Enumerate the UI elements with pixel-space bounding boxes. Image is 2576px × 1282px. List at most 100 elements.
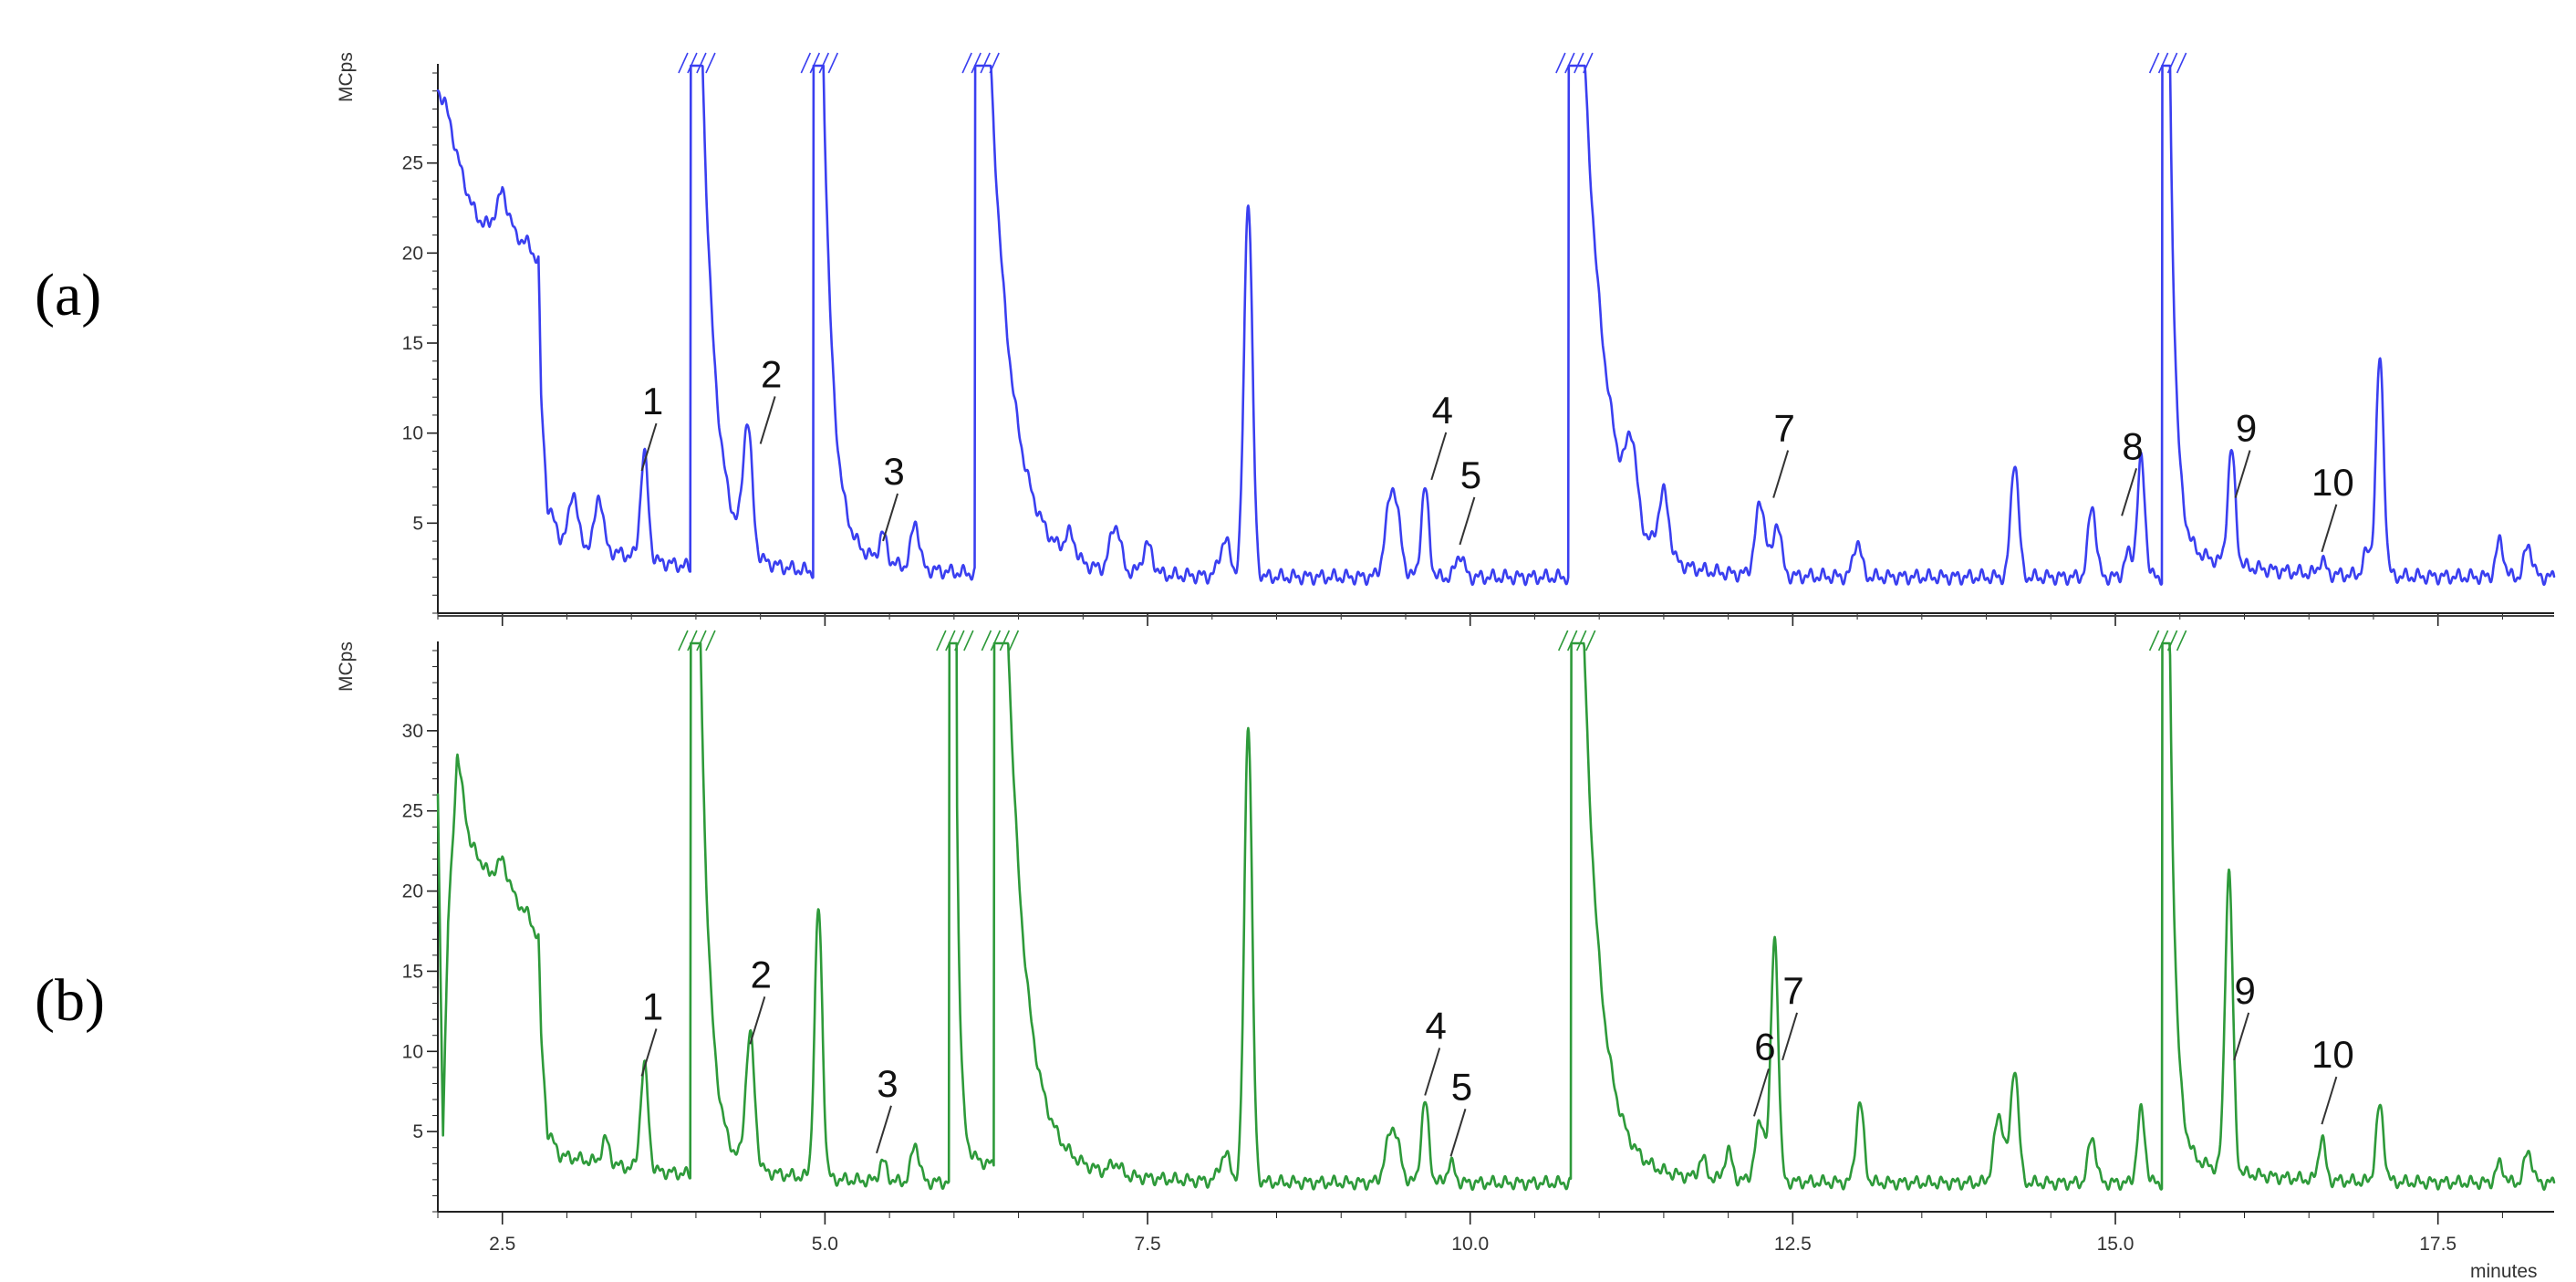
peak-leader-line [1430,432,1448,481]
peak-leader-line [2121,468,2138,516]
offscale-break-mark [945,630,956,651]
y-tick-label: 15 [402,333,423,354]
offscale-break-mark [936,630,947,651]
peak-label: 3 [877,1062,898,1105]
peak-label: 6 [1754,1025,1775,1068]
offscale-break-mark [696,52,707,74]
y-tick-label: 10 [402,1041,423,1062]
peak-label: 2 [751,953,772,995]
peak-leader-line [749,995,766,1045]
offscale-break-mark [961,52,972,74]
offscale-break-mark [705,630,716,651]
peak-label: 2 [761,352,782,395]
offscale-break-mark [687,630,698,651]
offscale-break-mark [999,630,1011,651]
peak-label: 8 [2122,424,2143,467]
offscale-break-mark [1574,52,1584,74]
peak-label: 5 [1460,453,1481,496]
offscale-break-mark [2166,52,2178,74]
peak-leader-line [640,422,658,472]
offscale-break-mark [2157,630,2169,651]
x-tick-label: 10.0 [1451,1234,1489,1255]
offscale-break-mark [981,630,992,651]
offscale-break-mark [990,630,1002,651]
y-tick-label: 5 [412,1121,423,1142]
peak-leader-line [1752,1068,1770,1117]
peak-label: 7 [1782,969,1803,1012]
offscale-break-mark [2166,630,2178,651]
peak-label: 3 [883,450,904,493]
offscale-break-mark [827,52,839,74]
peak-label: 5 [1451,1065,1472,1108]
offscale-break-mark [971,52,982,74]
offscale-break-mark [2148,52,2160,74]
offscale-break-mark [1566,630,1578,651]
offscale-break-mark [980,52,991,74]
peak-leader-line [1459,496,1476,546]
offscale-break-mark [687,52,698,74]
offscale-break-mark [2176,630,2187,651]
peak-label: 1 [642,985,663,1027]
offscale-break-mark [2176,52,2187,74]
y-tick-label: 5 [412,513,423,534]
y-tick-label: 20 [402,881,423,902]
x-tick-label: 17.5 [2419,1234,2457,1255]
offscale-break-mark [1008,630,1020,651]
x-tick-label: 7.5 [1134,1234,1160,1255]
peak-label: 4 [1426,1005,1447,1047]
offscale-break-mark [678,52,689,74]
x-tick-label: 5.0 [812,1234,838,1255]
peak-label: 10 [2311,461,2354,504]
peak-leader-line [1772,450,1790,498]
peak-leader-line [759,396,776,444]
peak-leader-line [876,1105,892,1154]
offscale-break-mark [2148,630,2160,651]
offscale-break-mark [1555,52,1566,74]
peak-leader-line [640,1028,658,1077]
peak-leader-line [1449,1108,1467,1157]
offscale-break-mark [696,630,707,651]
x-axis-unit: minutes [2470,1261,2538,1282]
panel-0-trace [436,64,2556,587]
peak-label: 4 [1432,389,1453,432]
peak-label: 9 [2234,969,2255,1012]
peak-leader-line [2233,1012,2250,1061]
offscale-break-mark [1583,52,1594,74]
peak-label: 1 [642,380,663,422]
y-tick-label: 30 [402,721,423,742]
peak-leader-line [882,493,899,542]
peak-leader-line [2321,1076,2338,1125]
offscale-break-mark [1584,630,1596,651]
x-tick-label: 2.5 [489,1234,515,1255]
y-tick-label: 10 [402,423,423,444]
panel-b-label: (b) [35,967,105,1034]
panel-b-y-unit: MCps [336,641,357,692]
y-tick-label: 25 [402,801,423,822]
panel-1-trace [436,641,2556,1192]
offscale-break-mark [678,630,689,651]
offscale-break-mark [963,630,974,651]
offscale-break-mark [1575,630,1587,651]
peak-leader-line [2321,504,2338,553]
offscale-break-mark [1564,52,1575,74]
y-tick-label: 25 [402,153,423,174]
y-tick-label: 15 [402,961,423,982]
offscale-break-mark [818,52,830,74]
x-tick-label: 12.5 [1774,1234,1812,1255]
y-tick-label: 20 [402,243,423,264]
peak-label: 10 [2311,1033,2354,1076]
peak-leader-line [1781,1012,1799,1061]
peak-leader-line [1424,1047,1441,1096]
offscale-break-mark [1557,630,1569,651]
offscale-break-mark [2157,52,2169,74]
offscale-break-mark [809,52,821,74]
x-tick-label: 15.0 [2097,1234,2135,1255]
offscale-break-mark [705,52,716,74]
peak-label: 9 [2236,407,2257,450]
offscale-break-mark [954,630,965,651]
panel-a-y-unit: MCps [336,52,357,102]
panel-a-label: (a) [35,262,101,328]
